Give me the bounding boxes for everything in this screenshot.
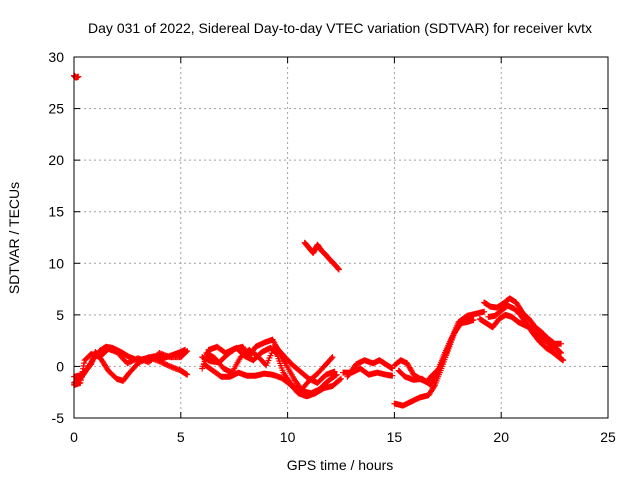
series-mid-d bbox=[199, 344, 336, 395]
point-markers bbox=[71, 72, 82, 81]
series-end-a bbox=[481, 295, 565, 347]
y-tick-label: 30 bbox=[48, 49, 64, 65]
x-axis-label: GPS time / hours bbox=[287, 457, 394, 473]
x-tick-label: 15 bbox=[387, 429, 403, 445]
series-late-e bbox=[395, 315, 475, 388]
y-tick-labels: -5 0 5 10 15 20 25 30 bbox=[48, 49, 64, 426]
point-markers bbox=[481, 295, 565, 347]
plot-frame bbox=[73, 56, 609, 419]
x-tick-label: 10 bbox=[280, 429, 296, 445]
point-markers bbox=[344, 357, 396, 380]
series-outlier-start bbox=[71, 72, 82, 81]
x-tick-labels: 0 5 10 15 20 25 bbox=[70, 429, 616, 445]
series-late-b bbox=[344, 357, 396, 380]
point-markers bbox=[203, 342, 338, 386]
chart-title: Day 031 of 2022, Sidereal Day-to-day VTE… bbox=[88, 20, 592, 36]
y-tick-label: -5 bbox=[52, 410, 65, 426]
grid-lines bbox=[74, 57, 608, 418]
y-axis-label: SDTVAR / TECUs bbox=[6, 182, 22, 294]
x-tick-label: 20 bbox=[493, 429, 509, 445]
point-markers bbox=[301, 239, 342, 273]
data-points bbox=[71, 72, 567, 409]
y-tick-label: 25 bbox=[48, 101, 64, 117]
y-tick-label: 20 bbox=[48, 152, 64, 168]
point-markers bbox=[485, 302, 567, 364]
point-markers bbox=[199, 344, 336, 395]
y-tick-label: 5 bbox=[56, 307, 64, 323]
y-tick-label: 10 bbox=[48, 255, 64, 271]
series-end-c bbox=[485, 302, 567, 364]
y-tick-label: 15 bbox=[48, 204, 64, 220]
x-tick-label: 0 bbox=[70, 429, 78, 445]
x-tick-label: 5 bbox=[177, 429, 185, 445]
series-jump bbox=[301, 239, 342, 273]
axis-ticks bbox=[73, 56, 609, 419]
series-mid-c bbox=[203, 342, 338, 386]
point-markers bbox=[395, 315, 475, 388]
x-tick-label: 25 bbox=[600, 429, 616, 445]
y-tick-label: 0 bbox=[56, 358, 64, 374]
